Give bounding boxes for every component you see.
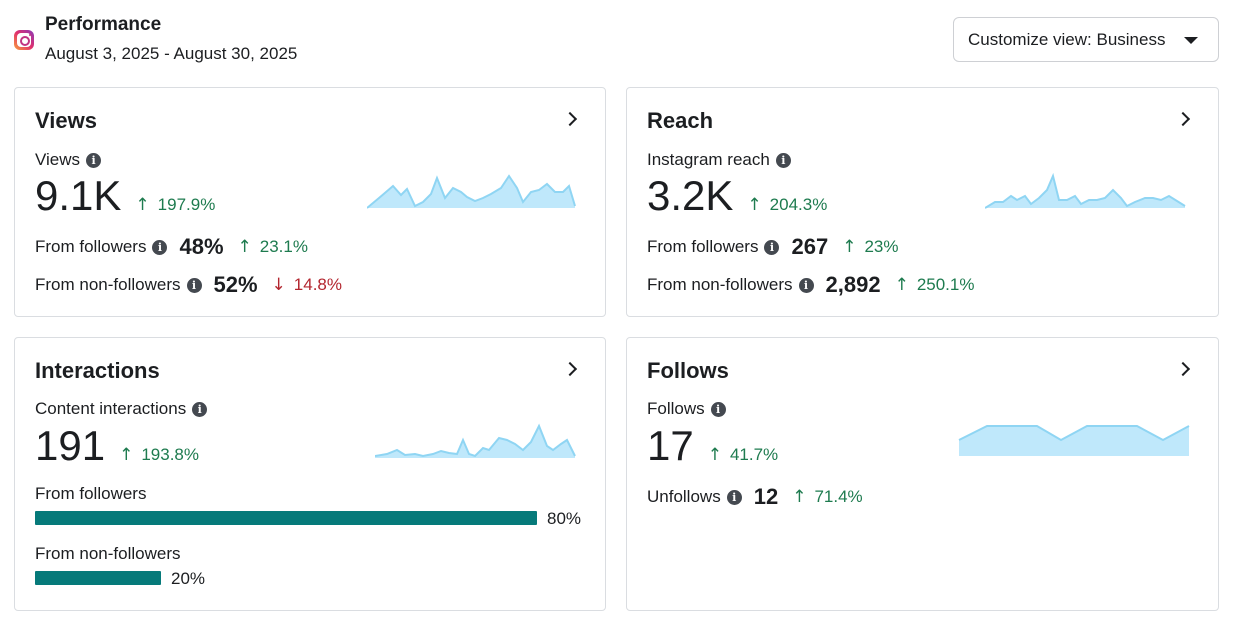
- customize-view-dropdown[interactable]: Customize view: Business: [953, 17, 1219, 62]
- card-title: Views: [35, 108, 97, 133]
- metric-label: Content interactions i: [35, 399, 208, 419]
- arrow-up-icon: ↑: [707, 445, 722, 465]
- views-card[interactable]: Views Views i 9.1K ↑ 197.9% From followers…: [14, 87, 606, 317]
- metric-label: Follows i: [647, 399, 726, 419]
- info-icon[interactable]: i: [710, 401, 726, 417]
- bar-label-followers: From followers: [35, 484, 147, 503]
- info-icon[interactable]: i: [186, 277, 202, 293]
- chevron-right-icon[interactable]: [562, 111, 578, 127]
- info-icon[interactable]: i: [192, 401, 208, 417]
- non-followers-bar: [35, 571, 161, 585]
- non-followers-pct: 20%: [171, 569, 206, 588]
- metric-value: 3.2K ↑ 204.3%: [647, 172, 828, 219]
- change-badge: ↑ 204.3%: [747, 195, 828, 215]
- change-badge: ↑ 193.8%: [119, 445, 199, 465]
- date-range: August 3, 2025 - August 30, 2025: [45, 44, 298, 63]
- info-icon[interactable]: i: [798, 277, 814, 293]
- metric-value: 9.1K ↑ 197.9%: [35, 172, 216, 219]
- arrow-up-icon: ↑: [237, 237, 252, 257]
- list-item: From followers i 48% ↑ 23.1%: [35, 234, 308, 259]
- list-item: From non-followers i 2,892 ↑ 250.1%: [647, 272, 975, 297]
- follows-card[interactable]: Follows Follows i 17 ↑ 41.7% Unfollows i 12…: [626, 337, 1219, 611]
- info-icon[interactable]: i: [86, 152, 102, 168]
- card-title: Reach: [647, 108, 714, 133]
- reach-sparkline: [985, 172, 1186, 209]
- bar-label-non-followers: From non-followers: [35, 544, 181, 563]
- list-item: From followers i 267 ↑ 23%: [647, 234, 899, 259]
- metric-value: 17 ↑ 41.7%: [647, 422, 779, 469]
- views-sparkline: [367, 174, 576, 209]
- metric-label: Instagram reach i: [647, 150, 791, 170]
- change-badge: ↑ 197.9%: [135, 195, 216, 215]
- arrow-up-icon: ↑: [119, 445, 134, 465]
- info-icon[interactable]: i: [764, 239, 780, 255]
- card-title: Interactions: [35, 358, 160, 383]
- list-item: Unfollows i 12 ↑ 71.4%: [647, 484, 863, 509]
- chevron-right-icon[interactable]: [1175, 111, 1191, 127]
- arrow-up-icon: ↑: [135, 195, 150, 215]
- interactions-sparkline: [375, 423, 576, 458]
- list-item: From non-followers i 52% ↓ 14.8%: [35, 272, 342, 297]
- metric-value: 191 ↑ 193.8%: [35, 422, 199, 469]
- arrow-up-icon: ↑: [792, 487, 807, 507]
- reach-card[interactable]: Reach Instagram reach i 3.2K ↑ 204.3% From…: [626, 87, 1219, 317]
- metric-label: Views i: [35, 150, 102, 170]
- info-icon[interactable]: i: [726, 489, 742, 505]
- arrow-up-icon: ↑: [842, 237, 857, 257]
- card-title: Follows: [647, 358, 729, 383]
- info-icon[interactable]: i: [152, 239, 168, 255]
- follows-sparkline: [958, 425, 1190, 456]
- instagram-icon: [14, 30, 34, 50]
- change-badge: ↑ 41.7%: [707, 445, 779, 465]
- arrow-up-icon: ↑: [747, 195, 762, 215]
- interactions-card[interactable]: Interactions Content interactions i 191 ↑…: [14, 337, 606, 611]
- performance-header: Performance August 3, 2025 - August 30, …: [12, 10, 1222, 70]
- page-title: Performance: [45, 14, 162, 35]
- arrow-down-icon: ↓: [271, 275, 286, 295]
- arrow-up-icon: ↑: [894, 275, 909, 295]
- chevron-right-icon[interactable]: [562, 361, 578, 377]
- customize-view-label: Customize view: Business: [968, 29, 1166, 49]
- info-icon[interactable]: i: [775, 152, 791, 168]
- caret-down-icon: [1184, 37, 1198, 44]
- followers-bar: [35, 511, 537, 525]
- followers-pct: 80%: [547, 509, 582, 528]
- chevron-right-icon[interactable]: [1175, 361, 1191, 377]
